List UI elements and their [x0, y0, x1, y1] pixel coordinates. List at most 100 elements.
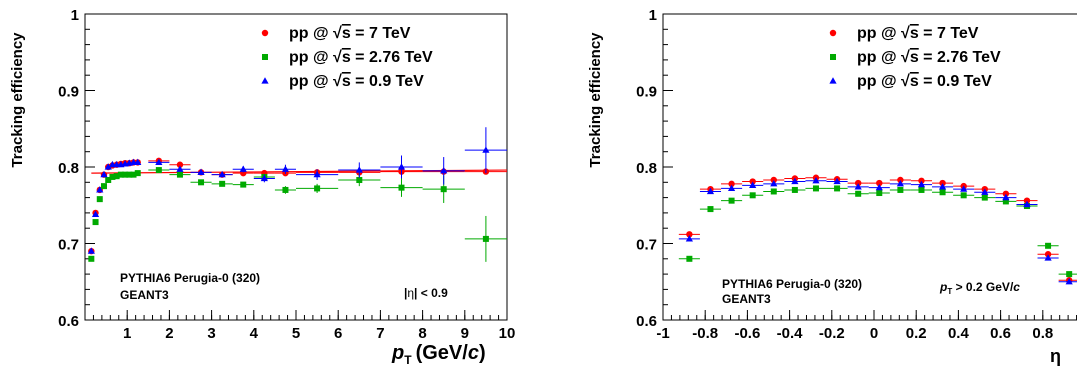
legend-label-prefix: pp @	[857, 73, 901, 90]
x-axis-label-sub: T	[404, 353, 412, 367]
legend-label: pp @ √s = 7 TeV	[857, 25, 979, 42]
marker-square	[834, 185, 841, 192]
x-tick-label: 6	[334, 325, 342, 342]
marker-circle	[770, 176, 777, 184]
x-tick-label: 0.4	[948, 325, 970, 342]
marker-triangle	[440, 167, 448, 174]
marker-square	[918, 186, 925, 193]
marker-square	[1045, 242, 1052, 249]
marker-triangle	[791, 177, 799, 185]
x-tick-label: -0.6	[734, 325, 760, 342]
legend-label-suffix: = 7 TeV	[919, 25, 979, 42]
series-triangle	[87, 127, 507, 254]
marker-triangle	[960, 185, 968, 192]
x-tick-label: 5	[292, 325, 300, 342]
legend-label-s: s	[342, 25, 351, 42]
marker-square	[830, 54, 836, 60]
marker-circle	[854, 179, 862, 187]
legend-label-suffix: = 0.9 TeV	[351, 73, 424, 90]
marker-circle	[176, 161, 184, 168]
x-tick-label: 1	[123, 325, 131, 342]
marker-triangle	[218, 170, 226, 178]
x-tick-label: 10	[499, 325, 516, 342]
marker-triangle	[87, 247, 95, 254]
marker-square	[981, 194, 988, 201]
marker-square	[398, 184, 405, 191]
marker-triangle	[829, 77, 837, 84]
legend-label-suffix: = 7 TeV	[351, 25, 411, 42]
sqrt-sign: √	[901, 73, 910, 90]
x-tick-label: -0.8	[692, 325, 718, 342]
x-tick-label: 0	[870, 325, 878, 342]
marker-circle	[728, 180, 735, 188]
y-tick-label: 0.6	[58, 313, 79, 330]
x-tick-label: 0.2	[906, 325, 927, 342]
marker-circle	[876, 179, 883, 187]
sqrt-sign: √	[901, 25, 910, 42]
marker-triangle	[981, 188, 989, 195]
marker-square	[219, 180, 226, 187]
marker-triangle	[155, 158, 163, 166]
data-points	[87, 127, 507, 262]
sqrt-sign: √	[333, 49, 342, 66]
x-tick-label: 2	[165, 325, 173, 342]
marker-square	[100, 183, 107, 190]
y-tick-label: 1	[649, 7, 657, 24]
series-square	[88, 167, 507, 262]
marker-triangle	[261, 77, 269, 84]
marker-square	[105, 177, 112, 184]
marker-square	[939, 189, 946, 196]
marker-square	[876, 190, 883, 197]
marker-square	[262, 54, 268, 60]
legend-label-prefix: pp @	[289, 25, 333, 42]
legend-entry: pp @ √s = 2.76 TeV	[830, 49, 1001, 66]
marker-circle	[918, 177, 925, 184]
marker-triangle	[1023, 200, 1031, 208]
marker-triangle	[896, 180, 904, 187]
marker-square	[1002, 198, 1009, 205]
x-axis-label-main: p	[391, 342, 404, 364]
legend-entry: pp @ √s = 7 TeV	[261, 25, 411, 42]
legend-label-suffix: = 0.9 TeV	[919, 73, 992, 90]
marker-square	[897, 186, 904, 193]
marker-circle	[897, 176, 904, 184]
marker-triangle	[355, 166, 363, 173]
series-triangle	[678, 176, 1077, 285]
marker-triangle	[854, 183, 862, 190]
marker-square	[855, 190, 862, 197]
y-tick-label: 0.9	[636, 84, 657, 101]
legend-label-prefix: pp @	[289, 73, 333, 90]
legend-entry: pp @ √s = 7 TeV	[829, 25, 979, 42]
marker-square	[96, 196, 103, 203]
pt-efficiency-panel: 0.6 0.7 0.8 0.9 1 1 2 3 4 5 6 7 8 9 10 Tracking effici…	[9, 7, 515, 367]
marker-square	[130, 171, 137, 178]
legend-label-s: s	[910, 49, 919, 66]
sqrt-sign: √	[333, 73, 342, 90]
legend-label: pp @ √s = 2.76 TeV	[289, 49, 433, 66]
y-axis-label: Tracking efficiency	[9, 32, 26, 168]
marker-circle	[1023, 197, 1031, 204]
y-tick-label: 0.7	[636, 237, 657, 254]
x-tick-label: -0.2	[819, 325, 845, 342]
legend-label-prefix: pp @	[857, 25, 901, 42]
axis-ticks: 0.6 0.7 0.8 0.9 1 -1 -0.8 -0.6 -0.4 -0.2 0 0.2 0.4 0.…	[636, 7, 1077, 342]
legend-label-suffix: = 2.76 TeV	[919, 49, 1001, 66]
marker-square	[122, 171, 129, 178]
marker-square	[88, 255, 95, 262]
marker-circle	[686, 231, 693, 238]
marker-square	[109, 173, 116, 180]
generator-annotation: PYTHIA6 Perugia-0 (320)	[722, 277, 862, 291]
y-tick-label: 0.7	[58, 237, 79, 254]
marker-triangle	[685, 235, 693, 242]
marker-square	[282, 186, 289, 193]
x-tick-label: 4	[250, 325, 259, 342]
marker-triangle	[1065, 277, 1073, 285]
legend-label-s: s	[910, 73, 919, 90]
legend-label-s: s	[342, 73, 351, 90]
marker-square	[356, 177, 363, 184]
marker-square	[155, 167, 162, 174]
marker-circle	[1044, 251, 1052, 258]
x-axis-label: η	[1050, 346, 1061, 366]
